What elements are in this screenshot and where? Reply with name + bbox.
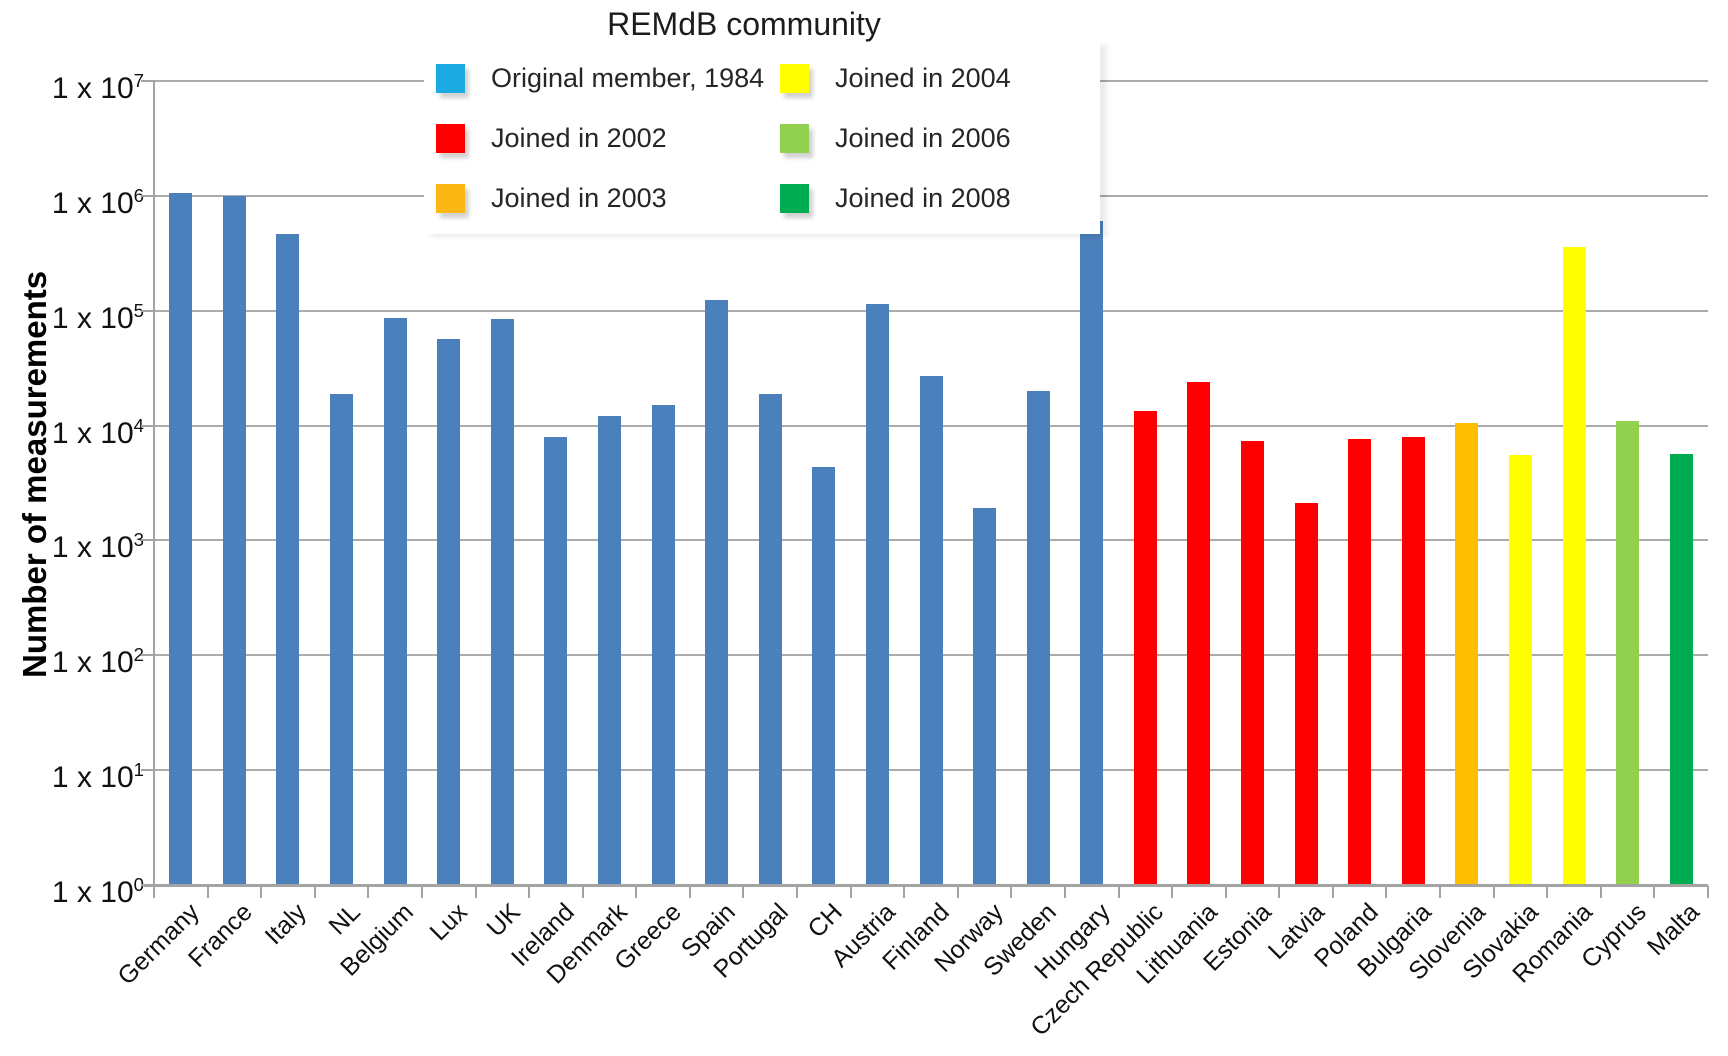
bar-slovenia xyxy=(1455,423,1479,885)
legend-swatch-2004 xyxy=(780,63,809,93)
x-axis-tick xyxy=(688,886,691,898)
y-tick-label: 1 x 103 xyxy=(51,529,144,565)
legend-swatch-original_1984 xyxy=(436,63,465,93)
y-tick-label: 1 x 104 xyxy=(51,414,144,450)
legend-swatch-2006 xyxy=(780,123,809,153)
bar-poland xyxy=(1348,439,1372,885)
y-axis-line xyxy=(153,81,155,898)
y-tick-label: 1 x 101 xyxy=(51,759,144,795)
legend-entry-original_1984: Original member, 1984 xyxy=(436,48,780,108)
y-tick-label: 1 x 105 xyxy=(51,299,144,335)
x-axis-tick xyxy=(956,886,959,898)
x-axis-tick xyxy=(260,886,263,898)
y-axis-tick xyxy=(141,194,155,197)
bar-slovakia xyxy=(1508,455,1532,885)
bar-bulgaria xyxy=(1401,436,1425,885)
x-axis-tick xyxy=(796,886,799,898)
y-axis-tick xyxy=(141,424,155,427)
x-axis-tick xyxy=(1331,886,1334,898)
bar-estonia xyxy=(1241,440,1265,885)
x-axis-tick xyxy=(849,886,852,898)
x-axis-line xyxy=(144,884,1708,887)
legend-label: Joined in 2008 xyxy=(835,182,1011,213)
bar-belgium xyxy=(383,317,407,885)
x-axis-tick xyxy=(1439,886,1442,898)
bar-norway xyxy=(973,508,997,885)
legend-entry-2004: Joined in 2004 xyxy=(780,48,1100,108)
x-axis-tick xyxy=(313,886,316,898)
y-axis-tick xyxy=(141,654,155,657)
bar-cyprus xyxy=(1616,420,1640,885)
bar-spain xyxy=(705,299,729,885)
x-axis-tick xyxy=(1385,886,1388,898)
x-axis-tick xyxy=(742,886,745,898)
legend-entry-2002: Joined in 2002 xyxy=(436,108,780,168)
bar-uk xyxy=(490,318,514,885)
x-axis-tick xyxy=(1278,886,1281,898)
x-axis-tick xyxy=(1171,886,1174,898)
bar-sweden xyxy=(1026,390,1050,885)
x-axis-tick xyxy=(474,886,477,898)
bar-romania xyxy=(1562,246,1586,885)
y-axis-title: Number of measurements xyxy=(16,270,53,678)
y-tick-label: 1 x 100 xyxy=(51,874,144,909)
x-axis-tick xyxy=(367,886,370,898)
x-axis-tick xyxy=(1599,886,1602,898)
bar-czech-republic xyxy=(1133,410,1157,885)
y-axis-tick xyxy=(141,80,155,82)
bar-lux xyxy=(437,338,461,885)
bar-ireland xyxy=(544,436,568,885)
bar-italy xyxy=(276,233,300,885)
bar-latvia xyxy=(1294,503,1318,885)
y-tick-label: 1 x 106 xyxy=(51,184,144,220)
bar-austria xyxy=(865,303,889,885)
bar-greece xyxy=(651,405,675,885)
y-tick-label: 1 x 102 xyxy=(51,644,144,680)
legend-entry-2008: Joined in 2008 xyxy=(780,168,1100,228)
legend-label: Joined in 2004 xyxy=(835,62,1011,93)
x-axis-tick xyxy=(1063,886,1066,898)
legend-swatch-2002 xyxy=(436,123,465,153)
x-axis-tick xyxy=(1010,886,1013,898)
bar-finland xyxy=(919,376,943,885)
legend-label: Original member, 1984 xyxy=(491,62,765,93)
x-axis-tick xyxy=(581,886,584,898)
x-axis-tick xyxy=(1492,886,1495,898)
bar-nl xyxy=(330,393,354,885)
legend-entry-2003: Joined in 2003 xyxy=(436,168,780,228)
x-axis-tick xyxy=(1546,886,1549,898)
legend-label: Joined in 2006 xyxy=(835,122,1011,153)
x-axis-tick xyxy=(1117,886,1120,898)
bar-malta xyxy=(1669,454,1693,885)
x-axis-tick xyxy=(420,886,423,898)
legend-label: Joined in 2003 xyxy=(491,182,667,213)
x-axis-tick xyxy=(1707,886,1709,898)
x-axis-tick xyxy=(528,886,531,898)
chart-title: REMdB community xyxy=(607,6,881,42)
legend-swatch-2003 xyxy=(436,183,465,213)
y-axis-tick xyxy=(141,539,155,542)
legend-label: Joined in 2002 xyxy=(491,122,667,153)
legend-swatch-2008 xyxy=(780,183,809,213)
bar-portugal xyxy=(758,393,782,885)
bar-france xyxy=(222,195,246,885)
gridline xyxy=(154,309,1708,312)
x-axis-tick xyxy=(635,886,638,898)
legend: Original member, 1984 Joined in 2002 Joine… xyxy=(424,42,1100,234)
x-axis-tick xyxy=(1653,886,1656,898)
x-axis-tick xyxy=(1224,886,1227,898)
bar-germany xyxy=(169,193,193,885)
y-axis-tick xyxy=(141,309,155,312)
bar-ch xyxy=(812,466,836,885)
x-axis-tick xyxy=(206,886,209,898)
y-tick-label: 1 x 107 xyxy=(51,70,144,105)
bar-hungary xyxy=(1080,221,1104,885)
x-axis-tick xyxy=(903,886,906,898)
bar-denmark xyxy=(597,416,621,885)
y-axis-tick xyxy=(141,769,155,772)
bar-lithuania xyxy=(1187,381,1211,885)
legend-entry-2006: Joined in 2006 xyxy=(780,108,1100,168)
